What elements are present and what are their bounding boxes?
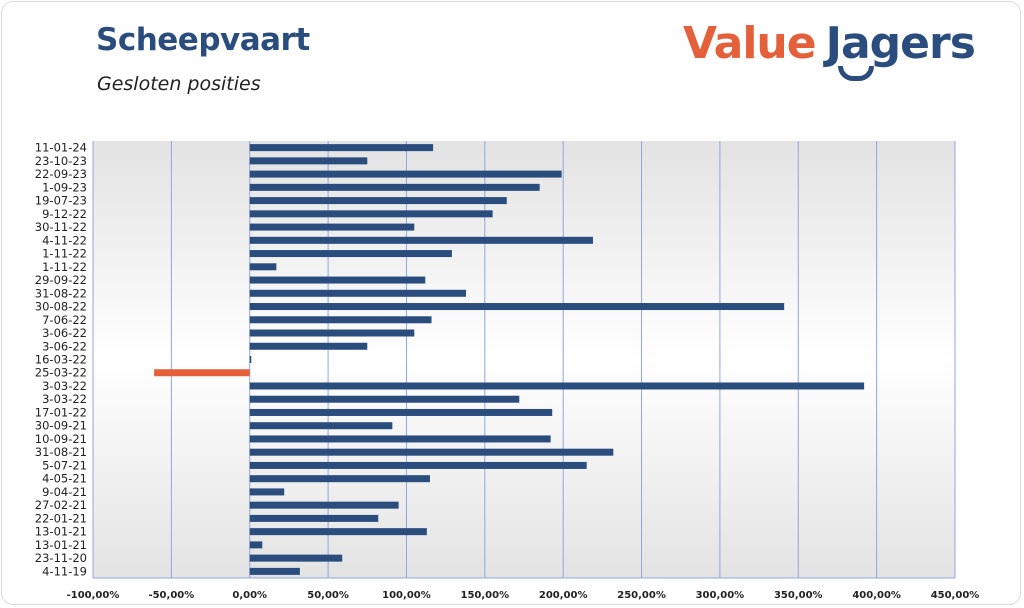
y-tick-label: 22-09-23 xyxy=(35,167,87,181)
bar xyxy=(249,263,277,271)
y-tick-label: 3-06-22 xyxy=(42,326,87,340)
y-tick-label: 11-01-24 xyxy=(35,141,87,155)
bar xyxy=(249,223,415,231)
y-tick-label: 4-05-21 xyxy=(42,472,87,486)
y-tick-label: 19-07-23 xyxy=(35,194,87,208)
y-tick-label: 13-01-21 xyxy=(35,538,87,552)
bar xyxy=(249,501,399,509)
bar xyxy=(249,303,785,311)
y-tick-label: 7-06-22 xyxy=(42,313,87,327)
y-tick-label: 5-07-21 xyxy=(42,458,87,472)
bar xyxy=(249,435,551,443)
bar xyxy=(249,289,467,297)
plot-area xyxy=(93,141,955,578)
y-tick-label: 4-11-19 xyxy=(42,564,87,578)
bar xyxy=(249,554,343,562)
y-tick-label: 30-09-21 xyxy=(35,419,87,433)
x-tick-label: 50,00% xyxy=(307,590,349,601)
valuejagers-logo: Value Jagers xyxy=(683,18,976,69)
bar xyxy=(249,316,432,324)
bar xyxy=(249,276,426,284)
y-tick-label: 3-03-22 xyxy=(42,392,87,406)
x-tick-label: 150,00% xyxy=(461,590,510,601)
bar xyxy=(249,197,507,205)
bar xyxy=(249,461,587,469)
bar xyxy=(154,369,250,377)
y-tick-label: 27-02-21 xyxy=(35,498,87,512)
bar xyxy=(249,157,368,165)
x-tick-label: 250,00% xyxy=(617,590,666,601)
logo-part2: Jagers xyxy=(825,18,976,69)
x-tick-label: -50,00% xyxy=(148,590,194,601)
bar xyxy=(249,144,434,152)
y-tick-label: 31-08-21 xyxy=(35,445,87,459)
y-tick-label: 25-03-22 xyxy=(35,366,87,380)
bar xyxy=(249,514,379,522)
bar xyxy=(249,395,520,403)
x-tick-label: 300,00% xyxy=(696,590,745,601)
bar xyxy=(249,567,300,575)
y-tick-label: 29-09-22 xyxy=(35,273,87,287)
logo-smile-icon xyxy=(838,66,874,81)
x-tick-label: 0,00% xyxy=(232,590,267,601)
y-tick-label: 9-04-21 xyxy=(42,485,87,499)
x-tick-label: -100,00% xyxy=(67,590,120,601)
y-tick-label: 1-11-22 xyxy=(42,260,87,274)
y-tick-label: 22-01-21 xyxy=(35,511,87,525)
bar xyxy=(249,250,452,258)
bar xyxy=(249,356,252,363)
y-tick-label: 1-11-22 xyxy=(42,247,87,261)
bar xyxy=(249,170,562,178)
x-tick-label: 100,00% xyxy=(382,590,431,601)
bar xyxy=(249,210,493,218)
bar xyxy=(249,541,263,549)
y-tick-label: 30-11-22 xyxy=(35,220,87,234)
y-tick-label: 3-06-22 xyxy=(42,339,87,353)
bar xyxy=(249,183,540,191)
bar xyxy=(249,382,865,390)
bar xyxy=(249,488,285,496)
x-tick-label: 450,00% xyxy=(931,590,980,601)
bar xyxy=(249,408,553,416)
bar xyxy=(249,236,593,244)
y-tick-label: 17-01-22 xyxy=(35,405,87,419)
logo-part1: Value xyxy=(683,18,817,69)
bar xyxy=(249,528,427,536)
y-tick-label: 10-09-21 xyxy=(35,432,87,446)
bar xyxy=(249,448,614,456)
page-title: Scheepvaart xyxy=(96,22,310,58)
y-tick-label: 13-01-21 xyxy=(35,525,87,539)
y-tick-label: 30-08-22 xyxy=(35,300,87,314)
y-tick-label: 23-11-20 xyxy=(35,551,87,565)
x-tick-label: 350,00% xyxy=(774,590,823,601)
y-tick-label: 9-12-22 xyxy=(42,207,87,221)
y-tick-label: 31-08-22 xyxy=(35,286,87,300)
bar xyxy=(249,475,430,483)
bar xyxy=(249,342,368,350)
page-subtitle: Gesloten posities xyxy=(97,73,261,95)
y-tick-label: 16-03-22 xyxy=(35,353,87,367)
y-tick-label: 1-09-23 xyxy=(42,180,87,194)
bar xyxy=(249,329,415,337)
y-tick-label: 4-11-22 xyxy=(42,233,87,247)
y-tick-label: 3-03-22 xyxy=(42,379,87,393)
x-tick-label: 200,00% xyxy=(539,590,588,601)
y-tick-label: 23-10-23 xyxy=(35,154,87,168)
bar xyxy=(249,422,393,430)
x-tick-label: 400,00% xyxy=(852,590,901,601)
